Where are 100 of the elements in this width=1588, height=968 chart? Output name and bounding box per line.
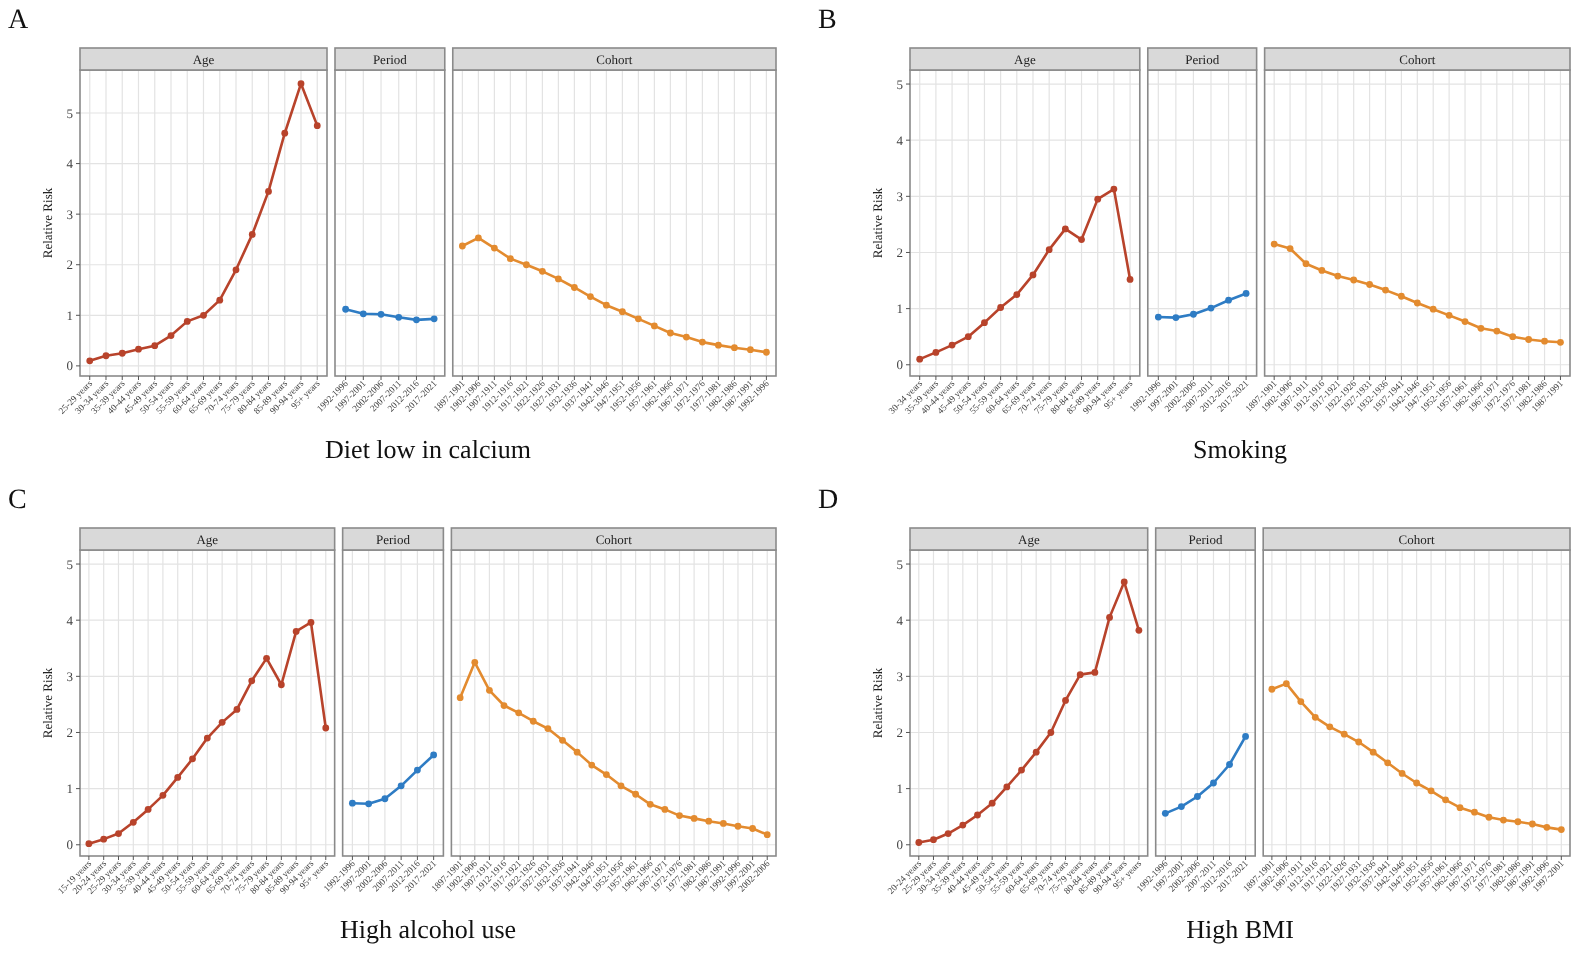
point [263,654,270,662]
point [458,242,466,250]
point [570,284,578,291]
point [964,333,972,341]
point [1154,313,1162,321]
point [1355,738,1363,746]
point [690,814,698,822]
point [1282,680,1290,688]
text: B [818,6,837,36]
text: D [818,486,839,516]
point [1382,286,1389,294]
point [1091,669,1099,676]
point [1177,803,1185,810]
point [471,658,479,666]
point [1018,766,1025,774]
point [1461,318,1469,325]
point [1297,698,1305,705]
point [1557,338,1564,346]
point [1318,267,1326,274]
point [747,346,754,354]
point [959,821,967,829]
point [1369,748,1377,756]
point [1525,336,1533,343]
point [216,296,224,304]
point [1477,324,1485,332]
point [307,619,315,626]
point [1311,713,1319,721]
point [248,677,256,685]
point [115,830,122,837]
point [661,806,669,813]
point [1557,826,1565,834]
text: A [8,6,30,36]
x-axis-title: High alcohol use [339,914,517,944]
point [1340,730,1348,738]
point [1135,626,1143,634]
x-axis-title: High BMI [1186,914,1294,944]
point [734,822,742,830]
point [544,725,552,732]
point [1045,246,1053,254]
point [1509,333,1517,341]
point [1242,733,1249,740]
point [1106,613,1113,621]
point [248,230,256,238]
point [167,332,175,339]
point [1528,820,1536,828]
point [682,333,690,341]
point [705,817,713,825]
point [676,812,683,819]
point [930,836,937,844]
point [100,835,108,843]
point [1493,327,1501,335]
point [1110,185,1118,193]
point [932,349,940,356]
point [515,709,523,717]
point [1003,783,1011,791]
point [232,266,240,274]
point [1366,281,1373,288]
point [506,255,514,263]
point [1032,748,1040,756]
point [1543,823,1551,831]
point [944,830,952,837]
text: C [8,486,27,516]
point [646,800,654,808]
point [349,799,356,807]
point [988,799,996,807]
point [277,681,285,689]
point [731,344,738,352]
point [1242,290,1250,297]
point [1207,304,1215,312]
point [1302,260,1310,268]
point [1172,314,1180,322]
point [292,628,300,635]
point [1445,311,1453,319]
point [430,751,438,759]
point [1456,804,1464,812]
point [1398,770,1406,777]
point [1270,240,1278,248]
point [1334,272,1342,280]
point [486,686,493,694]
point [1029,271,1037,279]
point [218,718,226,726]
x-axis-title: Diet low in calcium [325,434,531,464]
point [522,261,530,269]
point [602,771,610,778]
point [1161,809,1169,817]
point [1268,685,1276,693]
point [265,187,272,195]
point [233,706,241,713]
point [1210,779,1217,787]
point [586,293,594,300]
point [948,341,956,349]
point [129,818,137,826]
point [500,702,508,709]
point [554,275,562,283]
point [1427,787,1435,795]
point [573,748,581,756]
point [1471,808,1478,816]
point [763,831,771,839]
point [1350,276,1358,284]
point [203,734,211,742]
